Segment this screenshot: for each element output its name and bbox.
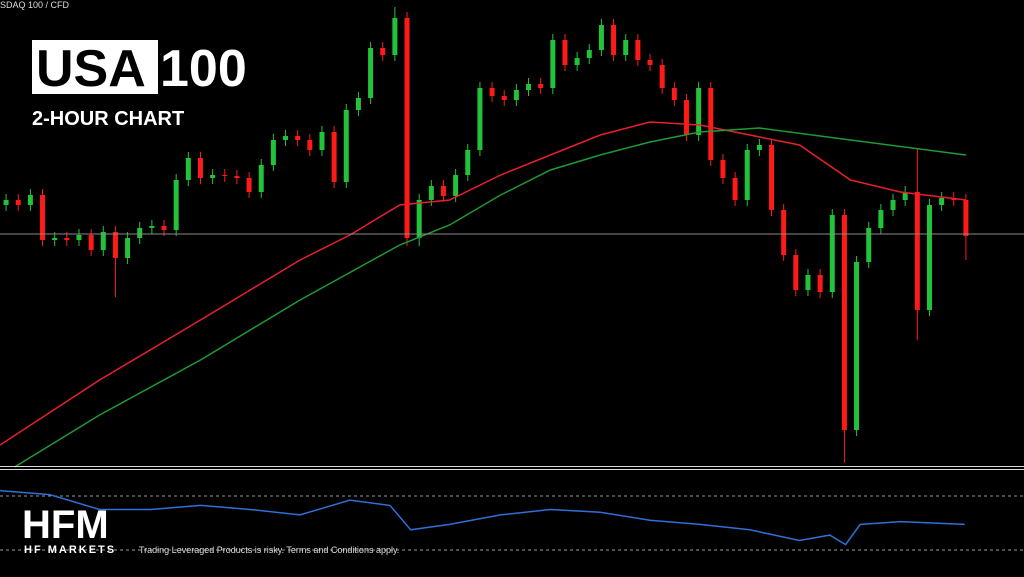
candle-body [380, 48, 386, 55]
candle-body [817, 275, 823, 292]
candle-body [88, 235, 94, 250]
candle-body [3, 200, 9, 205]
candle-body [392, 18, 398, 55]
candle-body [343, 110, 349, 182]
candle-body [173, 180, 179, 230]
candle-body [526, 84, 532, 90]
candle-body [841, 215, 847, 430]
candle-body [76, 235, 82, 240]
candle-body [598, 25, 604, 50]
candle-body [295, 136, 301, 140]
candle-body [465, 150, 471, 175]
subtitle: 2-HOUR CHART [32, 108, 184, 130]
candle-body [683, 100, 689, 135]
candle-body [696, 88, 702, 135]
candle-body [878, 210, 884, 228]
candle-body [258, 165, 264, 192]
symbol: SDAQ 100 / CFD [0, 0, 70, 10]
title-boxed: USA [36, 40, 146, 98]
logo: HFM [22, 503, 109, 547]
candle-body [149, 226, 155, 228]
candle-body [635, 40, 641, 60]
candle-body [416, 200, 422, 238]
candle-body [769, 145, 775, 210]
candle-body [210, 175, 216, 178]
candle-body [902, 192, 908, 200]
candle-body [404, 18, 410, 238]
brand: HF MARKETS [24, 544, 116, 556]
plot [0, 7, 1024, 551]
candle-body [331, 132, 337, 182]
candle-body [246, 178, 252, 192]
candle-body [708, 88, 714, 160]
line-series [14, 127, 966, 468]
candle-body [489, 88, 495, 96]
candle-body [756, 145, 762, 150]
candle-body [939, 198, 945, 205]
candle-body [623, 40, 629, 55]
candle-body [440, 186, 446, 196]
candle-body [829, 215, 835, 292]
candle-body [185, 158, 191, 180]
candle-body [234, 176, 240, 178]
candle-body [100, 232, 106, 250]
candle-body [914, 192, 920, 310]
candle-body [647, 60, 653, 65]
candle-body [963, 200, 969, 236]
candle-body [793, 255, 799, 290]
candle-body [574, 58, 580, 65]
candle-body [890, 200, 896, 210]
candle-body [161, 226, 167, 230]
candle-body [64, 238, 70, 240]
candle-body [40, 195, 46, 240]
candle-body [744, 150, 750, 200]
candle-body [781, 210, 787, 255]
candle-body [671, 88, 677, 100]
candle-body [513, 90, 519, 100]
candle-body [453, 175, 459, 196]
candle-body [562, 40, 568, 65]
candle-body [550, 40, 556, 88]
candle-body [428, 186, 434, 200]
candle-body [125, 238, 131, 258]
candle-body [15, 200, 21, 205]
disclaimer: Trading Leveraged Products is risky. Ter… [139, 545, 399, 555]
candle-body [368, 48, 374, 98]
candle-body [732, 178, 738, 200]
candle-body [854, 262, 860, 430]
candle-body [659, 65, 665, 88]
candle-body [477, 88, 483, 150]
candle-body [319, 132, 325, 150]
title-rest: 100 [160, 40, 247, 98]
candle-body [538, 84, 544, 88]
candle-body [586, 50, 592, 58]
candle-body [501, 96, 507, 100]
candle-body [283, 136, 289, 140]
candle-body [611, 25, 617, 55]
candle-body [222, 175, 228, 176]
candle-body [27, 195, 33, 205]
candle-body [112, 232, 118, 258]
candle-body [307, 140, 313, 150]
candle-body [52, 238, 58, 240]
candle-body [355, 98, 361, 110]
line-series [0, 121, 966, 446]
candle-body [270, 140, 276, 165]
line-series [0, 489, 965, 546]
candle-body [805, 275, 811, 290]
candle-body [720, 160, 726, 178]
candle-body [866, 228, 872, 262]
candle-body [197, 158, 203, 178]
candle-body [926, 205, 932, 310]
candle-body [137, 228, 143, 238]
title-box [32, 40, 158, 94]
